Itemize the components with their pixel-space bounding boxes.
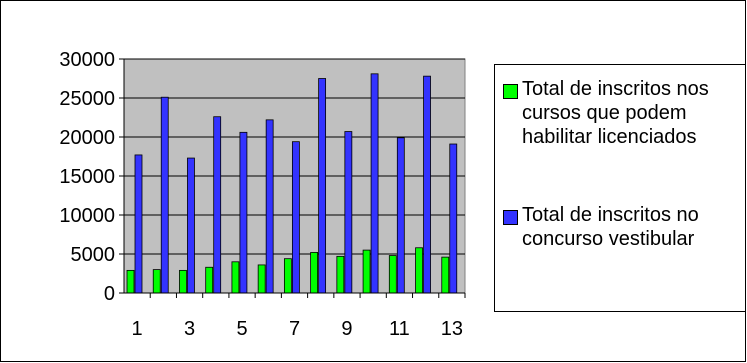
x-tick-label: 9 [341, 318, 352, 340]
bar-vestibular [449, 143, 458, 294]
bar-licenciados [441, 256, 450, 294]
bar-licenciados [205, 266, 214, 294]
bar-vestibular [396, 137, 405, 294]
legend-swatch-blue [503, 210, 518, 225]
bar-vestibular [318, 78, 327, 294]
bar-licenciados [336, 255, 345, 294]
legend-label-vestibular: Total de inscritos no concurso vestibula… [522, 204, 699, 250]
y-tick-label: 20000 [59, 127, 115, 149]
legend-label-licenciados: Total de inscritos nos cursos que podem … [522, 78, 709, 148]
x-tick-label: 7 [289, 318, 300, 340]
bar-licenciados [231, 261, 240, 294]
y-tick-label: 30000 [59, 49, 115, 71]
bar-licenciados [152, 269, 161, 294]
bar-licenciados [257, 264, 266, 294]
bar-licenciados [310, 252, 319, 294]
legend-entry-licenciados: Total de inscritos nos cursos que podem … [503, 77, 744, 149]
bar-vestibular [344, 131, 353, 294]
y-tick-label: 25000 [59, 88, 115, 110]
y-tick-label: 15000 [59, 166, 115, 188]
bar-licenciados [362, 249, 371, 294]
bar-vestibular [213, 116, 222, 294]
bar-vestibular [160, 96, 169, 294]
y-tick-label: 10000 [59, 205, 115, 227]
x-tick-label: 11 [389, 318, 410, 340]
x-tick-label: 1 [132, 318, 143, 340]
legend-swatch-green [503, 84, 518, 99]
bar-licenciados [388, 255, 397, 294]
bar-licenciados [126, 269, 135, 294]
bar-vestibular [291, 141, 300, 294]
bar-licenciados [179, 269, 187, 294]
legend: Total de inscritos nos cursos que podem … [494, 64, 746, 312]
y-tick-label: 0 [104, 283, 115, 305]
x-tick-label: 5 [236, 318, 247, 340]
bar-vestibular [187, 157, 195, 294]
bar-vestibular [239, 131, 248, 294]
y-tick-label: 5000 [71, 244, 116, 266]
legend-entry-vestibular: Total de inscritos no concurso vestibula… [503, 203, 744, 251]
bar-licenciados [283, 258, 292, 294]
x-tick-label: 13 [441, 318, 463, 340]
bar-vestibular [134, 154, 143, 294]
bar-vestibular [265, 119, 274, 294]
x-tick-label: 3 [184, 318, 195, 340]
bar-licenciados [415, 247, 423, 294]
bar-vestibular [423, 75, 431, 294]
bar-vestibular [370, 73, 379, 294]
